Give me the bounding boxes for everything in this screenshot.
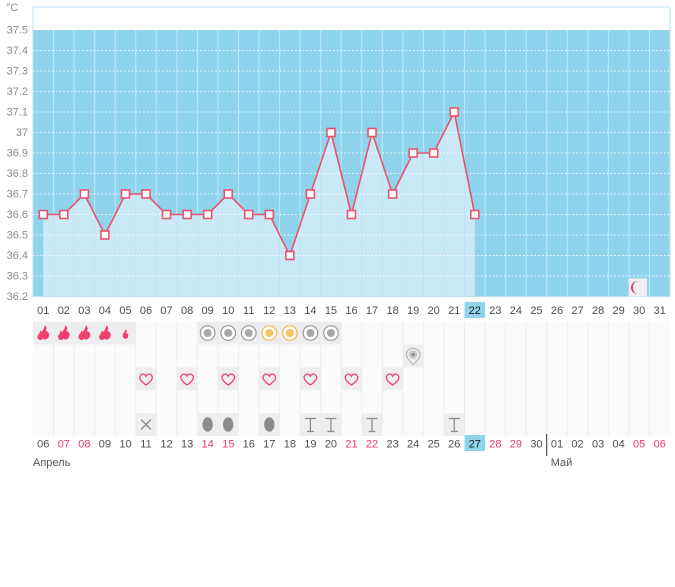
svg-text:15: 15 <box>222 439 234 451</box>
svg-text:14: 14 <box>304 305 316 317</box>
svg-text:22: 22 <box>469 305 481 317</box>
svg-text:09: 09 <box>99 439 111 451</box>
svg-text:20: 20 <box>325 439 337 451</box>
svg-text:10: 10 <box>119 439 131 451</box>
svg-text:03: 03 <box>78 305 90 317</box>
svg-text:25: 25 <box>428 439 440 451</box>
svg-text:12: 12 <box>263 305 275 317</box>
svg-text:10: 10 <box>222 305 234 317</box>
svg-text:02: 02 <box>571 439 583 451</box>
svg-text:24: 24 <box>407 439 419 451</box>
svg-text:07: 07 <box>160 305 172 317</box>
svg-text:19: 19 <box>407 305 419 317</box>
svg-text:11: 11 <box>243 305 254 317</box>
svg-text:12: 12 <box>160 439 172 451</box>
svg-text:16: 16 <box>243 439 255 451</box>
svg-text:Май: Май <box>551 457 573 469</box>
svg-text:23: 23 <box>489 305 501 317</box>
svg-text:27: 27 <box>571 305 583 317</box>
svg-text:26: 26 <box>448 439 460 451</box>
svg-text:21: 21 <box>448 305 460 317</box>
svg-text:28: 28 <box>592 305 604 317</box>
svg-text:07: 07 <box>58 439 70 451</box>
svg-text:05: 05 <box>119 305 131 317</box>
svg-text:03: 03 <box>592 439 604 451</box>
svg-text:09: 09 <box>202 305 214 317</box>
svg-text:23: 23 <box>386 439 398 451</box>
svg-text:11: 11 <box>140 439 151 451</box>
svg-text:01: 01 <box>37 305 49 317</box>
svg-text:29: 29 <box>613 305 625 317</box>
svg-text:16: 16 <box>345 305 357 317</box>
svg-text:31: 31 <box>654 305 666 317</box>
svg-text:30: 30 <box>633 305 645 317</box>
svg-text:25: 25 <box>530 305 542 317</box>
svg-text:14: 14 <box>202 439 214 451</box>
svg-text:20: 20 <box>428 305 440 317</box>
svg-text:01: 01 <box>551 439 563 451</box>
svg-text:24: 24 <box>510 305 522 317</box>
svg-text:15: 15 <box>325 305 337 317</box>
svg-text:29: 29 <box>510 439 522 451</box>
svg-text:04: 04 <box>613 439 625 451</box>
svg-text:Апрель: Апрель <box>33 457 71 469</box>
svg-text:08: 08 <box>78 439 90 451</box>
svg-text:04: 04 <box>99 305 111 317</box>
svg-text:26: 26 <box>551 305 563 317</box>
svg-text:17: 17 <box>263 439 275 451</box>
svg-text:08: 08 <box>181 305 193 317</box>
svg-text:02: 02 <box>58 305 70 317</box>
svg-text:06: 06 <box>654 439 666 451</box>
svg-text:28: 28 <box>489 439 501 451</box>
svg-text:27: 27 <box>469 439 481 451</box>
svg-text:18: 18 <box>284 439 296 451</box>
svg-text:19: 19 <box>304 439 316 451</box>
svg-text:13: 13 <box>284 305 296 317</box>
svg-text:30: 30 <box>530 439 542 451</box>
svg-text:06: 06 <box>140 305 152 317</box>
svg-text:17: 17 <box>366 305 378 317</box>
svg-text:21: 21 <box>345 439 357 451</box>
svg-text:18: 18 <box>386 305 398 317</box>
svg-text:05: 05 <box>633 439 645 451</box>
svg-text:22: 22 <box>366 439 378 451</box>
svg-text:06: 06 <box>37 439 49 451</box>
svg-text:13: 13 <box>181 439 193 451</box>
